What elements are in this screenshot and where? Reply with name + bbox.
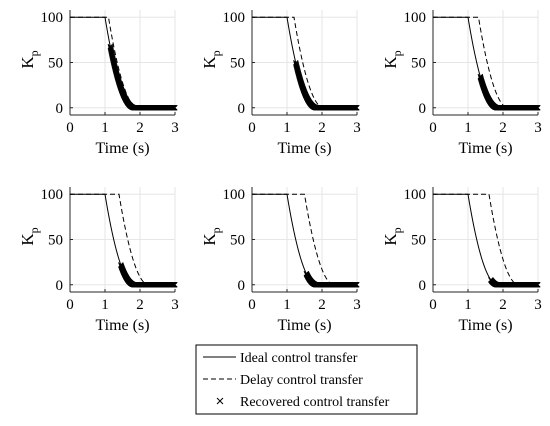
y-tick-label: 50 [411, 233, 426, 249]
x-tick-label: 0 [248, 120, 256, 136]
x-axis-label: Time (s) [277, 140, 331, 157]
y-axis-label-subscript: p [390, 50, 404, 56]
y-axis-label-subscript: p [390, 227, 404, 233]
y-tick-label: 100 [223, 10, 246, 26]
recovered-control-transfer-series [118, 262, 178, 288]
x-axis-label: Time (s) [95, 317, 149, 334]
y-tick-label: 100 [41, 10, 64, 26]
y-axis-label: Kp [200, 50, 223, 68]
y-axis-label: Kp [18, 227, 41, 245]
x-axis-label: Time (s) [95, 140, 149, 157]
legend-label: Recovered control transfer [240, 395, 390, 410]
x-tick-label: 3 [171, 297, 179, 313]
y-tick-label: 0 [56, 278, 64, 294]
y-axis-label: Kp [381, 227, 404, 245]
x-tick-label: 3 [171, 120, 179, 136]
y-axis-label-main: K [200, 56, 219, 69]
y-tick-label: 100 [41, 187, 64, 203]
x-axis-label: Time (s) [277, 317, 331, 334]
recovered-marker [354, 105, 360, 111]
y-tick-label: 0 [419, 278, 427, 294]
x-tick-label: 1 [283, 120, 291, 136]
x-tick-label: 1 [101, 297, 109, 313]
legend: Ideal control transfer Delay control tran… [195, 344, 418, 415]
chart-panel-6: 0 1 2 3 0 50 100 Time (s) Kp [381, 187, 542, 334]
x-tick-label: 0 [429, 297, 437, 313]
y-tick-label: 0 [238, 278, 246, 294]
y-tick-label: 100 [223, 187, 246, 203]
y-axis-label: Kp [200, 227, 223, 245]
x-tick-label: 3 [534, 120, 542, 136]
y-axis-label-subscript: p [209, 227, 223, 233]
x-tick-label: 0 [66, 297, 74, 313]
y-tick-label: 0 [419, 101, 427, 117]
y-axis-label-subscript: p [27, 50, 41, 56]
y-tick-label: 0 [56, 101, 64, 117]
recovered-marker [172, 282, 178, 288]
recovered-marker [535, 105, 541, 111]
chart-panel-3: 0 1 2 3 0 50 100 Time (s) Kp [381, 10, 542, 157]
x-tick-label: 1 [464, 120, 472, 136]
x-tick-label: 2 [136, 120, 144, 136]
y-axis-label-main: K [200, 233, 219, 246]
recovered-control-transfer-series [477, 73, 541, 111]
x-tick-label: 1 [101, 120, 109, 136]
y-tick-label: 50 [411, 56, 426, 72]
chart-panel-4: 0 1 2 3 0 50 100 Time (s) Kp [18, 187, 179, 334]
recovered-control-transfer-series [293, 60, 360, 111]
y-axis-label-subscript: p [209, 50, 223, 56]
x-tick-label: 1 [464, 297, 472, 313]
x-tick-label: 0 [248, 297, 256, 313]
recovered-marker [172, 105, 178, 111]
legend-label: Delay control transfer [240, 373, 363, 388]
recovered-control-transfer-series [107, 43, 178, 111]
legend-label: Ideal control transfer [240, 351, 358, 366]
y-tick-label: 50 [230, 233, 245, 249]
chart-panel-2: 0 1 2 3 0 50 100 Time (s) Kp [200, 10, 361, 157]
recovered-marker [535, 282, 541, 288]
y-axis-label-main: K [18, 56, 37, 69]
x-tick-label: 2 [499, 297, 507, 313]
chart-panel-1: 0 1 2 3 0 50 100 Time (s) Kp [18, 10, 179, 157]
legend-x-marker-swatch [216, 397, 224, 405]
x-tick-label: 0 [66, 120, 74, 136]
x-tick-label: 2 [499, 120, 507, 136]
x-tick-label: 3 [353, 120, 361, 136]
recovered-marker [354, 282, 360, 288]
x-tick-label: 3 [353, 297, 361, 313]
chart-panel-5: 0 1 2 3 0 50 100 Time (s) Kp [200, 187, 361, 334]
y-axis-label: Kp [381, 50, 404, 68]
y-tick-label: 50 [48, 56, 63, 72]
x-tick-label: 0 [429, 120, 437, 136]
y-tick-label: 100 [404, 187, 427, 203]
x-tick-label: 2 [318, 297, 326, 313]
y-tick-label: 50 [48, 233, 63, 249]
recovered-control-transfer-series [488, 277, 541, 288]
y-axis-label-main: K [381, 233, 400, 246]
x-tick-label: 2 [136, 297, 144, 313]
x-tick-label: 1 [283, 297, 291, 313]
recovered-control-transfer-series [303, 270, 360, 288]
x-axis-label: Time (s) [458, 317, 512, 334]
y-tick-label: 50 [230, 56, 245, 72]
y-axis-label-main: K [381, 56, 400, 69]
y-axis-label-subscript: p [27, 227, 41, 233]
x-axis-label: Time (s) [458, 140, 512, 157]
y-axis-label: Kp [18, 50, 41, 68]
y-axis-label-main: K [18, 233, 37, 246]
y-tick-label: 100 [404, 10, 427, 26]
x-tick-label: 3 [534, 297, 542, 313]
x-tick-label: 2 [318, 120, 326, 136]
y-tick-label: 0 [238, 101, 246, 117]
